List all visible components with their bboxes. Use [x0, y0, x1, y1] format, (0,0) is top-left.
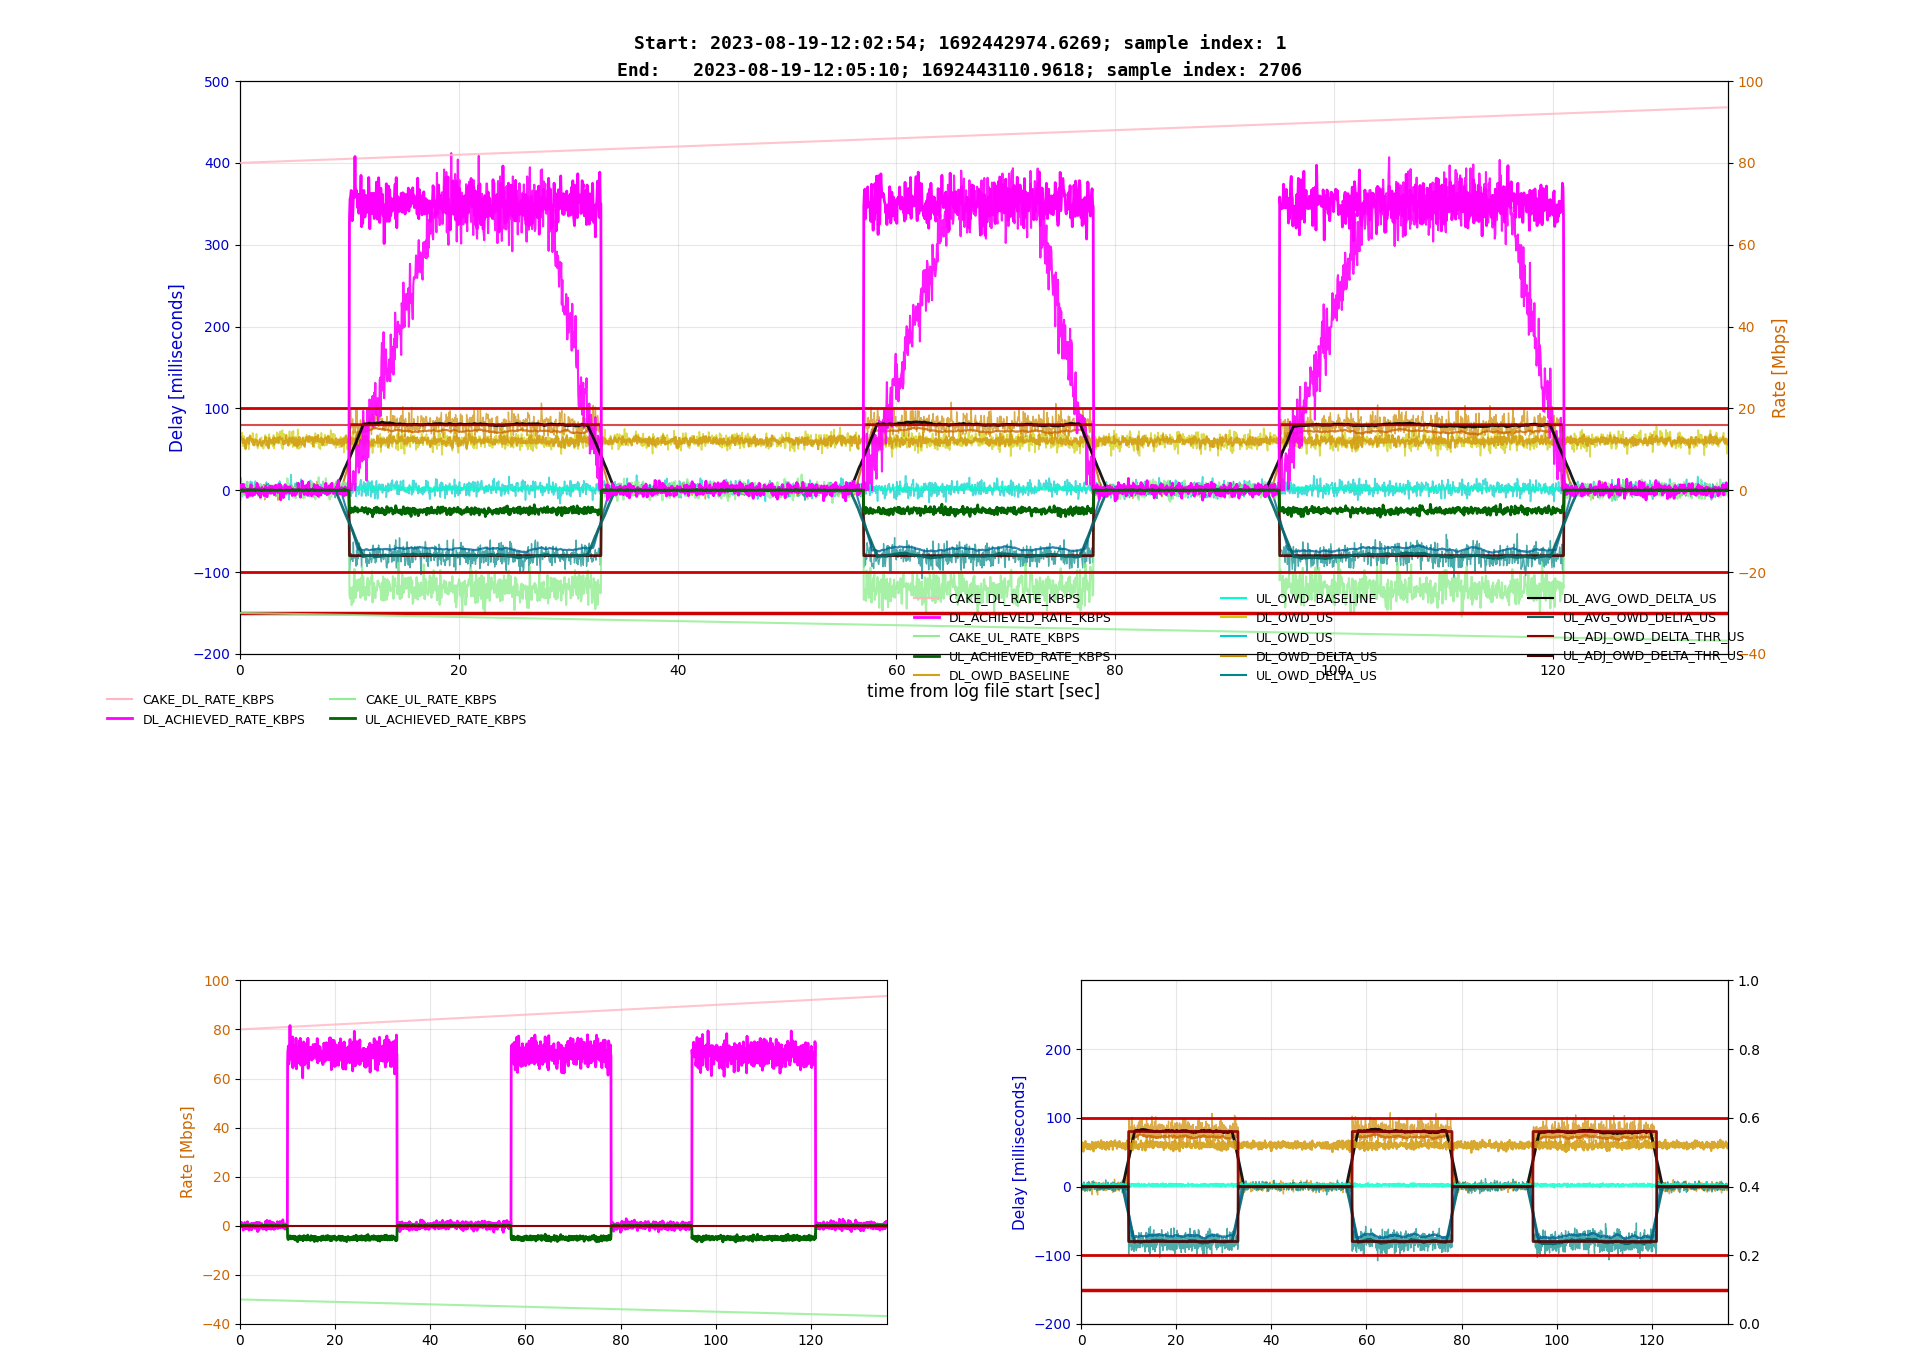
Y-axis label: Rate [Mbps]: Rate [Mbps]	[180, 1106, 196, 1198]
Y-axis label: Delay [milliseconds]: Delay [milliseconds]	[1012, 1074, 1027, 1229]
Y-axis label: Rate [Mbps]: Rate [Mbps]	[1772, 317, 1791, 417]
Legend: CAKE_DL_RATE_KBPS, DL_ACHIEVED_RATE_KBPS, CAKE_UL_RATE_KBPS, UL_ACHIEVED_RATE_KB: CAKE_DL_RATE_KBPS, DL_ACHIEVED_RATE_KBPS…	[102, 689, 532, 731]
Legend: UL_OWD_BASELINE, DL_OWD_US, UL_OWD_US, DL_OWD_DELTA_US, UL_OWD_DELTA_US: UL_OWD_BASELINE, DL_OWD_US, UL_OWD_US, D…	[1215, 588, 1382, 688]
Text: Start: 2023-08-19-12:02:54; 1692442974.6269; sample index: 1: Start: 2023-08-19-12:02:54; 1692442974.6…	[634, 34, 1286, 53]
Legend: CAKE_DL_RATE_KBPS, DL_ACHIEVED_RATE_KBPS, CAKE_UL_RATE_KBPS, UL_ACHIEVED_RATE_KB: CAKE_DL_RATE_KBPS, DL_ACHIEVED_RATE_KBPS…	[908, 588, 1117, 688]
Y-axis label: Delay [milliseconds]: Delay [milliseconds]	[169, 284, 186, 451]
Legend: DL_AVG_OWD_DELTA_US, UL_AVG_OWD_DELTA_US, DL_ADJ_OWD_DELTA_THR_US, UL_ADJ_OWD_DE: DL_AVG_OWD_DELTA_US, UL_AVG_OWD_DELTA_US…	[1523, 588, 1751, 667]
X-axis label: time from log file start [sec]: time from log file start [sec]	[868, 684, 1100, 701]
Text: End:   2023-08-19-12:05:10; 1692443110.9618; sample index: 2706: End: 2023-08-19-12:05:10; 1692443110.961…	[618, 61, 1302, 80]
